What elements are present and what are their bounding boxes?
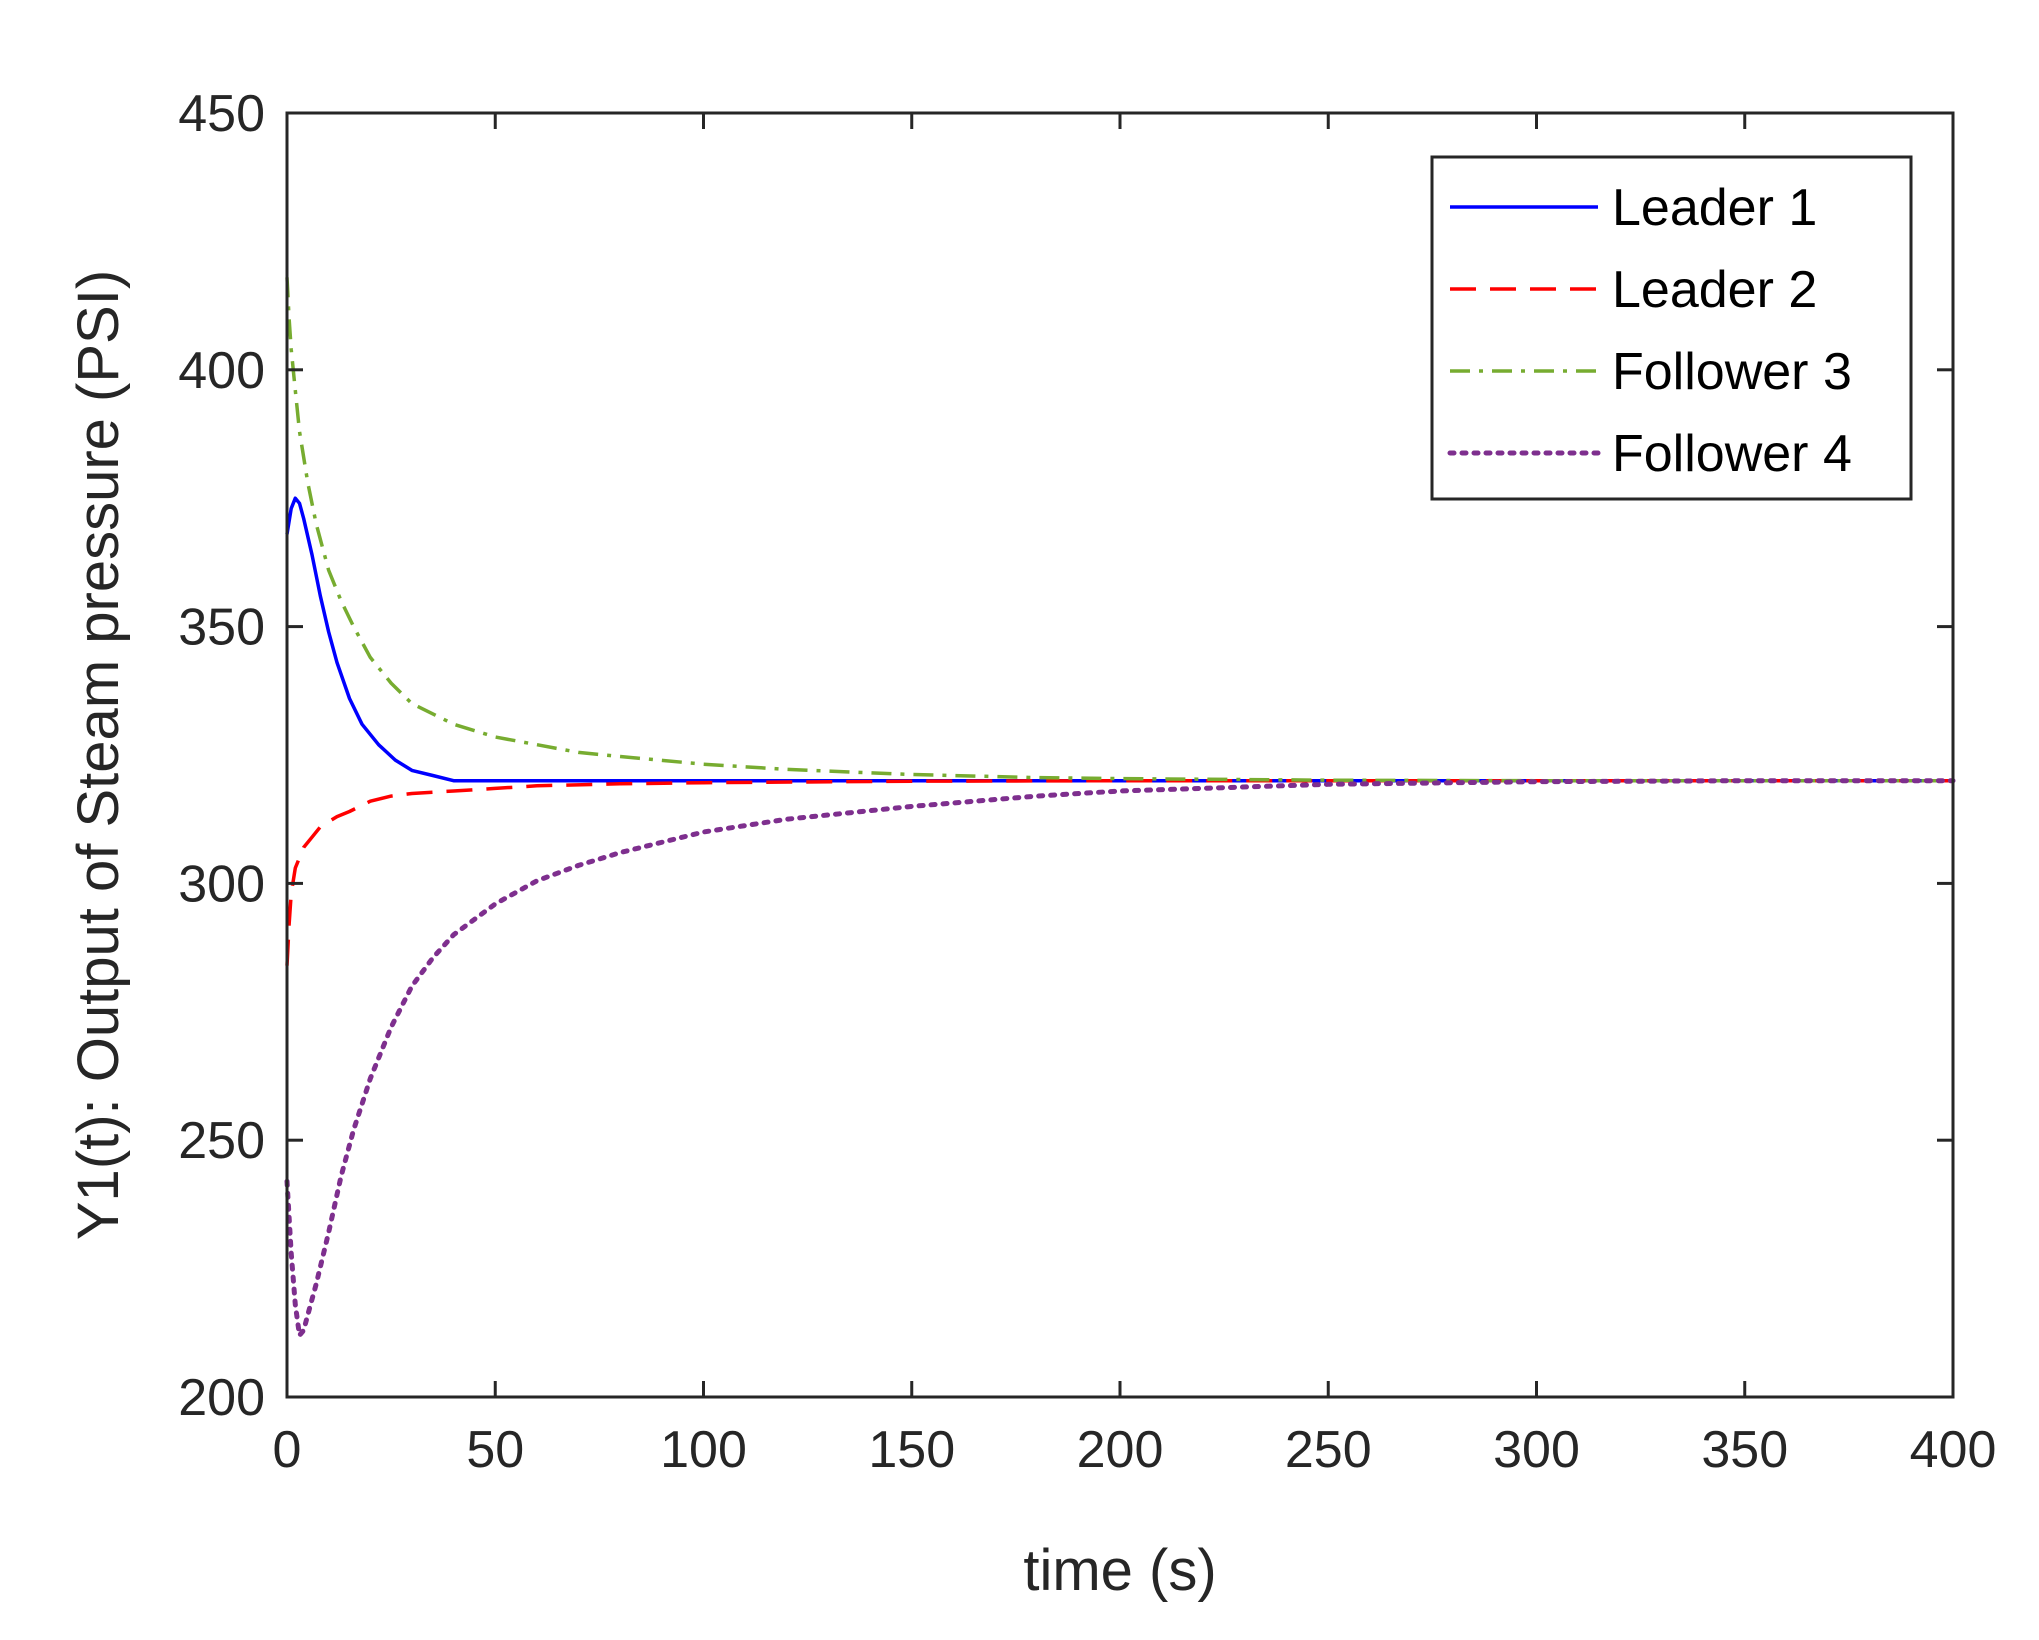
legend-box (1430, 155, 1913, 501)
x-tick-label: 50 (466, 1421, 524, 1479)
legend-entry-label: Leader 1 (1612, 179, 1817, 237)
y-tick-label: 350 (178, 599, 265, 657)
series-line-4 (284, 778, 1956, 1338)
x-tick-label: 150 (868, 1421, 955, 1479)
plot-series (284, 277, 1956, 1338)
legend-entry-label: Follower 4 (1612, 425, 1852, 483)
x-tick-label: 350 (1701, 1421, 1788, 1479)
x-tick-label: 0 (273, 1421, 302, 1479)
series-line-2 (285, 778, 1953, 966)
series-line-3 (285, 277, 1953, 783)
x-tick-label: 200 (1077, 1421, 1164, 1479)
legend-entry-label: Follower 3 (1612, 343, 1852, 401)
x-axis-label: time (s) (1023, 1538, 1216, 1603)
legend-entry-label: Leader 2 (1612, 261, 1817, 319)
y-axis-label: Y1(t): Output of Steam pressure (PSI) (66, 270, 131, 1240)
x-tick-label: 250 (1285, 1421, 1372, 1479)
y-tick-label: 450 (178, 85, 265, 143)
x-tick-label: 300 (1493, 1421, 1580, 1479)
x-tick-label: 400 (1910, 1421, 1997, 1479)
axis-ticks: 0 50 100 150 200 250 300 350 400 200 250 300 350 400 4… (178, 85, 1996, 1479)
x-tick-label: 100 (660, 1421, 747, 1479)
y-tick-label: 400 (178, 342, 265, 400)
y-tick-label: 300 (178, 855, 265, 913)
legend: Leader 1 Leader 2 Follower 3 Follower 4 (1430, 155, 1913, 501)
y-tick-label: 200 (178, 1369, 265, 1427)
y-tick-label: 250 (178, 1112, 265, 1170)
series-line-1 (285, 496, 1953, 783)
